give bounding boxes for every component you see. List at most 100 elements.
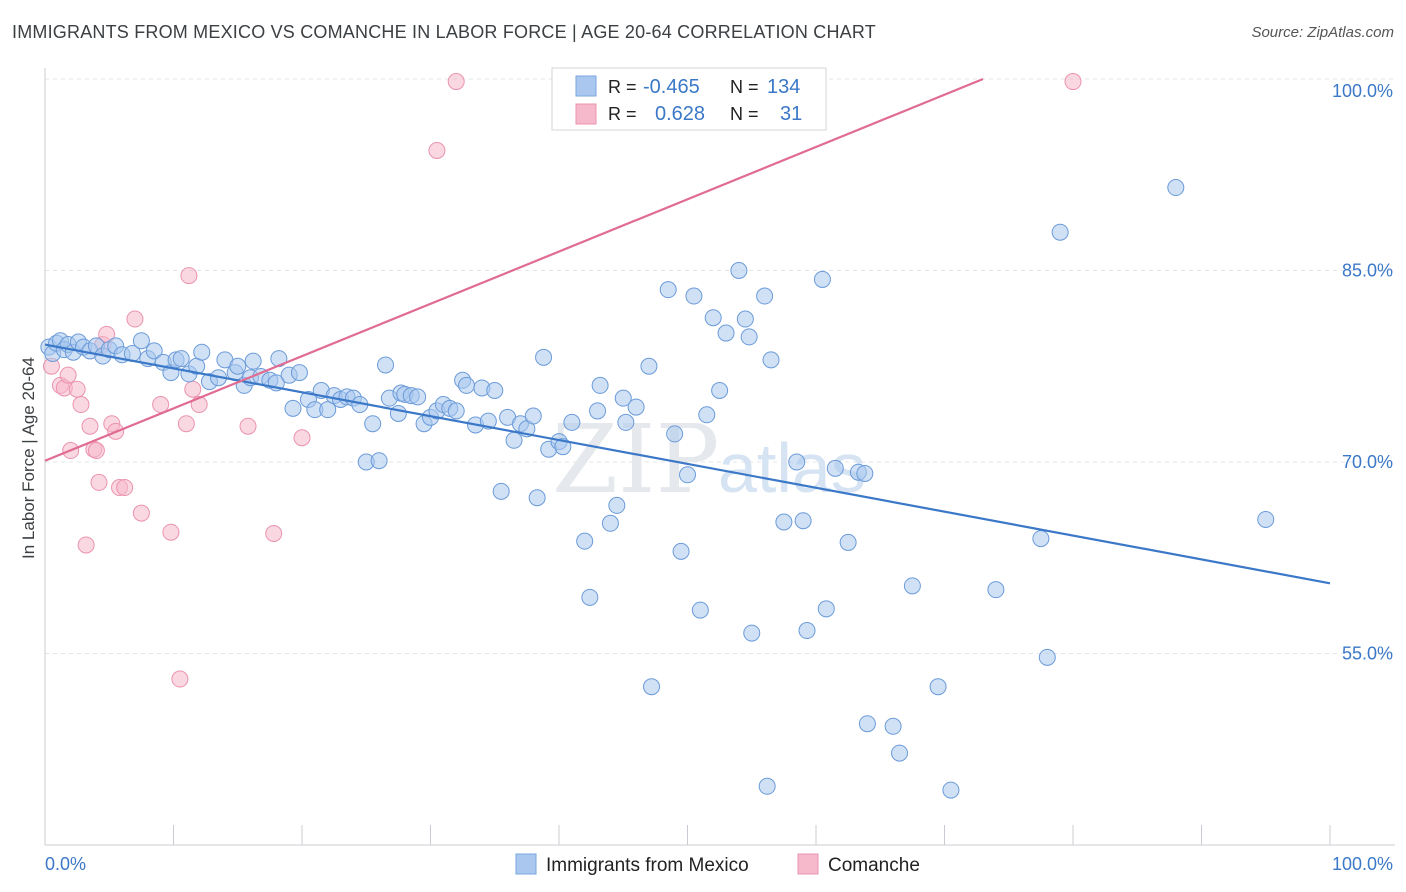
mexico-point-59 bbox=[409, 388, 427, 406]
mexico-point-16 bbox=[132, 332, 150, 350]
mexico-point-88 bbox=[601, 514, 619, 532]
mexico-point-106 bbox=[736, 310, 754, 328]
mexico-point-118 bbox=[826, 459, 844, 477]
comanche-point-25 bbox=[184, 380, 202, 398]
legend-r-value-2: 0.628 bbox=[655, 103, 705, 125]
mexico-point-44 bbox=[319, 401, 337, 419]
y-tick-label-1: 70.0% bbox=[1342, 452, 1393, 472]
mexico-point-71 bbox=[486, 382, 504, 400]
comanche-point-6 bbox=[72, 396, 90, 414]
comanche-point-3 bbox=[59, 366, 77, 384]
bottom-legend-label-comanche: Comanche bbox=[828, 855, 920, 876]
legend-r-label-2: R = bbox=[608, 104, 637, 124]
mexico-point-39 bbox=[284, 399, 302, 417]
mexico-point-133 bbox=[1257, 510, 1275, 528]
mexico-point-18 bbox=[145, 342, 163, 360]
mexico-point-90 bbox=[614, 389, 632, 407]
legend-n-label-1: N = bbox=[730, 77, 759, 97]
top-legend-box bbox=[551, 67, 827, 131]
x-tick-labels: 0.0% 100.0% bbox=[45, 854, 1393, 874]
mexico-point-83 bbox=[563, 413, 581, 431]
legend-swatch-mexico bbox=[575, 75, 597, 97]
comanche-point-28 bbox=[265, 524, 283, 542]
comanche-point-8 bbox=[81, 417, 99, 435]
mexico-point-67 bbox=[457, 376, 475, 394]
legend-n-value-2: 31 bbox=[780, 103, 802, 125]
comanche-point-21 bbox=[162, 523, 180, 541]
legend-n-label-2: N = bbox=[730, 104, 759, 124]
legend-r-value-1: -0.465 bbox=[643, 76, 700, 98]
mexico-point-74 bbox=[505, 431, 523, 449]
mexico-point-25 bbox=[193, 343, 211, 361]
mexico-point-104 bbox=[717, 324, 735, 342]
mexico-point-52 bbox=[370, 452, 388, 470]
y-tick-label-3: 100.0% bbox=[1332, 81, 1393, 101]
x-tick-label-1: 100.0% bbox=[1332, 854, 1393, 874]
mexico-point-105 bbox=[730, 262, 748, 279]
mexico-point-121 bbox=[856, 464, 874, 482]
mexico-point-123 bbox=[884, 717, 902, 735]
mexico-point-86 bbox=[589, 402, 607, 420]
mexico-point-117 bbox=[817, 600, 835, 618]
mexico-point-51 bbox=[364, 415, 382, 433]
y-tick-label-2: 85.0% bbox=[1342, 261, 1393, 281]
comanche-trend-line bbox=[44, 77, 984, 462]
bottom-legend-label-mexico: Immigrants from Mexico bbox=[546, 855, 749, 876]
mexico-points bbox=[40, 179, 1275, 799]
mexico-point-65 bbox=[447, 402, 465, 420]
y-tick-label-0: 55.0% bbox=[1342, 644, 1393, 664]
mexico-point-109 bbox=[756, 287, 774, 305]
comanche-point-19 bbox=[132, 504, 150, 522]
mexico-point-119 bbox=[839, 533, 857, 551]
mexico-point-94 bbox=[643, 678, 661, 696]
comanche-point-22 bbox=[171, 670, 189, 688]
chart-source: Source: ZipAtlas.com bbox=[1251, 24, 1394, 41]
comanche-point-5 bbox=[68, 380, 86, 398]
comanche-points bbox=[42, 73, 1082, 688]
comanche-point-30 bbox=[428, 141, 446, 159]
mexico-point-96 bbox=[666, 425, 684, 443]
mexico-point-113 bbox=[788, 453, 806, 471]
comanche-point-29 bbox=[293, 429, 311, 447]
chart-title: IMMIGRANTS FROM MEXICO VS COMANCHE IN LA… bbox=[12, 22, 876, 42]
bottom-legend-swatch-mexico bbox=[515, 853, 537, 875]
mexico-point-129 bbox=[1032, 530, 1050, 548]
mexico-point-55 bbox=[389, 404, 407, 422]
legend-swatch-comanche bbox=[575, 103, 597, 125]
mexico-point-30 bbox=[229, 357, 247, 375]
comanche-point-18 bbox=[126, 310, 144, 328]
mexico-point-116 bbox=[813, 270, 831, 288]
x-tick-label-0: 0.0% bbox=[45, 854, 86, 874]
mexico-point-53 bbox=[377, 356, 395, 374]
mexico-point-85 bbox=[581, 588, 599, 606]
comanche-point-20 bbox=[152, 396, 170, 414]
mexico-point-40 bbox=[290, 364, 308, 382]
mexico-point-82 bbox=[554, 438, 572, 456]
mexico-point-77 bbox=[524, 407, 542, 425]
mexico-point-97 bbox=[672, 542, 690, 560]
legend-r-label-1: R = bbox=[608, 77, 637, 97]
mexico-point-92 bbox=[627, 398, 645, 416]
comanche-point-27 bbox=[239, 417, 257, 435]
mexico-point-115 bbox=[798, 622, 816, 640]
bottom-legend-swatch-comanche bbox=[797, 853, 819, 875]
mexico-point-132 bbox=[1167, 179, 1185, 197]
mexico-point-78 bbox=[528, 489, 546, 507]
mexico-point-110 bbox=[758, 777, 776, 795]
mexico-point-22 bbox=[172, 350, 190, 368]
y-tick-labels: 55.0% 70.0% 85.0% 100.0% bbox=[1332, 81, 1393, 664]
mexico-point-124 bbox=[891, 744, 909, 762]
mexico-point-84 bbox=[576, 532, 594, 550]
comanche-point-31 bbox=[447, 73, 465, 91]
mexico-point-111 bbox=[762, 351, 780, 369]
mexico-point-114 bbox=[794, 512, 812, 530]
mexico-point-102 bbox=[704, 309, 722, 327]
mexico-point-100 bbox=[691, 601, 709, 619]
mexico-point-125 bbox=[903, 577, 921, 595]
mexico-point-87 bbox=[591, 376, 609, 394]
mexico-point-107 bbox=[740, 328, 758, 346]
mexico-point-101 bbox=[698, 406, 716, 424]
mexico-point-126 bbox=[929, 678, 947, 696]
bottom-legend: Immigrants from Mexico Comanche bbox=[515, 853, 920, 876]
